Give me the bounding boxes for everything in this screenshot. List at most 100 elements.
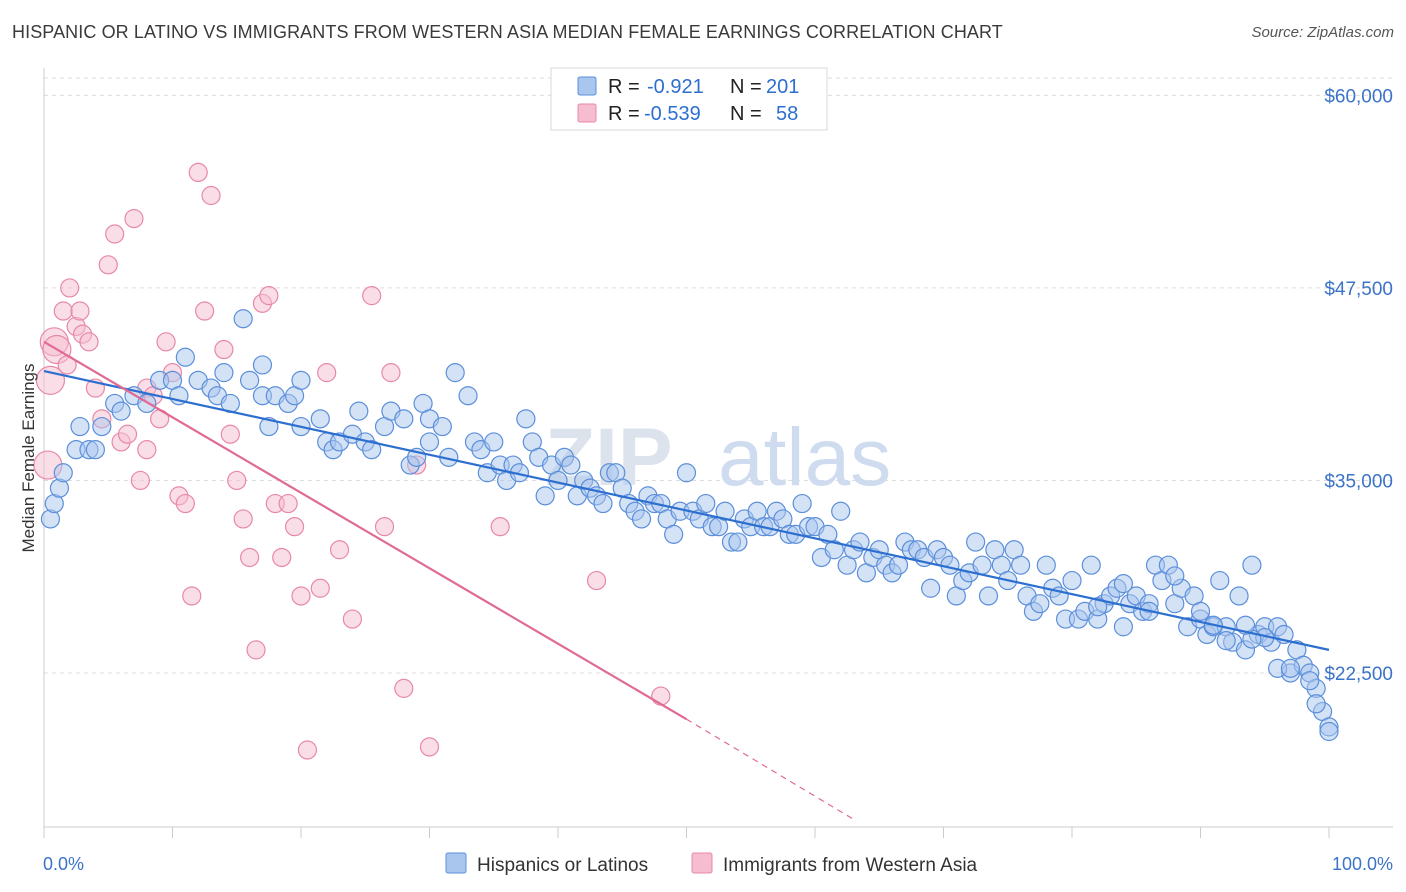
hispanic-point	[978, 586, 999, 606]
bottom-legend-swatch-pink	[691, 852, 713, 874]
hispanic-point	[458, 386, 478, 406]
western-asia-point	[317, 363, 337, 383]
hispanic-point	[1062, 570, 1082, 591]
legend-n-value-2: 58	[776, 103, 798, 125]
western-asia-point	[137, 440, 157, 460]
western-asia-point	[490, 517, 510, 537]
hispanic-point	[419, 432, 440, 452]
western-asia-point	[53, 301, 73, 321]
hispanic-point	[1081, 555, 1101, 575]
western-asia-point	[227, 470, 247, 491]
hispanic-point	[394, 409, 414, 429]
hispanic-point	[484, 432, 504, 452]
hispanic-point	[728, 532, 748, 552]
bottom-legend: Hispanics or Latinos Immigrants from Wes…	[445, 852, 978, 876]
western-asia-point	[98, 255, 118, 275]
chart-source: Source: ZipAtlas.com	[1251, 24, 1394, 41]
y-tick-label: $47,500	[1324, 279, 1393, 300]
western-asia-point	[419, 737, 440, 757]
legend-swatch-pink	[577, 103, 597, 123]
western-asia-point	[381, 363, 401, 383]
hispanic-point	[516, 409, 536, 429]
hispanic-point	[1165, 566, 1185, 586]
western-asia-point	[278, 493, 298, 514]
western-asia-point	[70, 301, 90, 321]
legend-box	[550, 67, 828, 131]
western-asia-point	[105, 224, 125, 244]
hispanic-point	[53, 463, 73, 483]
western-asia-point	[214, 339, 234, 360]
legend: R = -0.921 N = 201 R = -0.539 N = 58	[550, 67, 828, 131]
hispanic-point	[1036, 555, 1056, 575]
western-asia-point	[188, 162, 208, 183]
hispanic-point	[824, 540, 844, 560]
hispanic-point	[70, 416, 90, 437]
western-asia-point	[284, 517, 305, 537]
western-asia-point	[259, 286, 279, 306]
hispanic-point	[291, 370, 311, 390]
hispanic-point	[1113, 574, 1134, 594]
western-asia-point	[233, 509, 253, 529]
western-asia-point	[117, 424, 138, 444]
hispanic-point	[233, 309, 253, 329]
hispanic-trendline	[43, 370, 1330, 651]
hispanic-point	[252, 355, 273, 375]
y-tick-label: $60,000	[1324, 86, 1393, 107]
hispanic-point	[1280, 658, 1301, 678]
hispanic-point	[432, 416, 452, 437]
western-asia-point	[124, 209, 144, 229]
hispanic-point	[561, 455, 581, 475]
hispanic-point	[792, 493, 812, 514]
hispanic-point	[1216, 631, 1236, 651]
western-asia-point	[201, 185, 221, 206]
hispanic-point	[1306, 694, 1326, 714]
hispanic-point	[1242, 555, 1262, 575]
western-asia-point	[342, 609, 362, 629]
western-asia-point	[374, 517, 395, 537]
western-asia-point	[175, 493, 195, 514]
hispanic-point	[85, 440, 106, 460]
hispanic-point	[240, 370, 260, 390]
hispanic-point	[593, 493, 613, 514]
bottom-legend-label-1: Hispanics or Latinos	[477, 855, 648, 876]
trendlines	[43, 340, 1330, 820]
hispanic-point	[1010, 555, 1031, 575]
bottom-legend-swatch-blue	[445, 852, 467, 874]
hispanic-point	[1229, 586, 1249, 606]
western-asia-point	[362, 286, 382, 306]
western-asia-trendline-extension	[686, 718, 854, 820]
y-tick-label: $22,500	[1324, 664, 1393, 685]
western-asia-trendline	[43, 340, 688, 721]
western-asia-point	[130, 470, 150, 491]
hispanic-point	[631, 509, 652, 529]
bottom-legend-label-2: Immigrants from Western Asia	[723, 855, 978, 876]
hispanic-point	[972, 555, 992, 575]
western-asia-point	[297, 740, 318, 760]
hispanic-point	[1190, 601, 1211, 621]
legend-n-label-2: N =	[730, 103, 762, 125]
hispanic-point	[362, 440, 382, 460]
hispanic-point	[1319, 721, 1339, 742]
hispanic-point	[676, 463, 697, 483]
hispanic-point	[310, 409, 330, 429]
hispanic-point	[966, 532, 986, 552]
western-asia-point	[60, 278, 80, 298]
hispanic-point	[921, 578, 941, 598]
legend-n-value-1: 201	[766, 76, 799, 98]
western-asia-point	[291, 586, 311, 606]
hispanic-point	[535, 486, 555, 506]
western-asia-point	[329, 540, 350, 560]
hispanic-point	[259, 416, 279, 437]
x-tick-label-max: 100.0%	[1332, 854, 1393, 874]
hispanic-point	[214, 363, 234, 383]
hispanic-point	[1030, 594, 1050, 614]
hispanic-point	[445, 363, 465, 383]
hispanic-point	[175, 347, 195, 367]
hispanic-point	[111, 401, 131, 421]
y-tick-label: $35,000	[1324, 471, 1393, 492]
western-asia-point	[240, 547, 260, 568]
series-western-asia-points	[33, 162, 671, 760]
western-asia-point	[272, 547, 292, 568]
legend-r-value-2: -0.539	[644, 103, 701, 125]
